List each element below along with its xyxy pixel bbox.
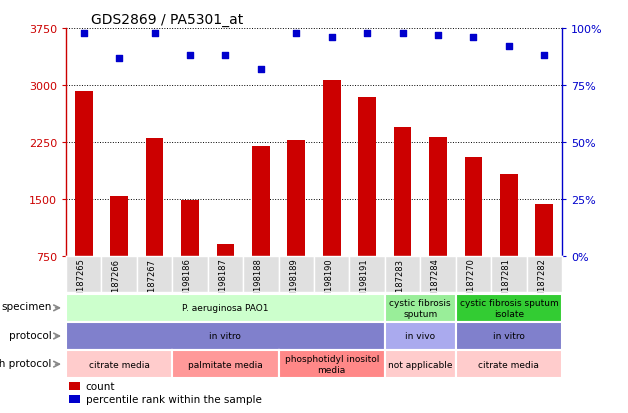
Point <box>220 53 230 59</box>
Point <box>291 30 301 37</box>
Text: citrate media: citrate media <box>479 360 539 369</box>
Text: GSM187282: GSM187282 <box>537 258 546 309</box>
Text: citrate media: citrate media <box>89 360 149 369</box>
Text: GSM187265: GSM187265 <box>77 258 85 309</box>
Text: in vivo: in vivo <box>405 332 435 341</box>
Bar <box>288 141 305 313</box>
Bar <box>500 175 517 313</box>
Text: GSM198189: GSM198189 <box>289 258 298 309</box>
Point <box>539 53 550 59</box>
Bar <box>68 395 80 403</box>
Text: GSM198186: GSM198186 <box>183 258 192 309</box>
Bar <box>359 98 376 313</box>
Text: cystic fibrosis sputum
isolate: cystic fibrosis sputum isolate <box>460 299 558 318</box>
Text: GSM198191: GSM198191 <box>360 258 369 309</box>
Point <box>256 66 266 73</box>
Bar <box>323 81 340 313</box>
Point <box>149 30 160 37</box>
Text: cystic fibrosis
sputum: cystic fibrosis sputum <box>389 299 451 318</box>
Text: GDS2869 / PA5301_at: GDS2869 / PA5301_at <box>91 12 243 26</box>
Text: GSM187281: GSM187281 <box>502 258 511 309</box>
Text: P. aeruginosa PAO1: P. aeruginosa PAO1 <box>182 304 269 313</box>
Text: GSM187284: GSM187284 <box>431 258 440 309</box>
Bar <box>536 204 553 313</box>
Point <box>114 55 124 62</box>
Point <box>185 53 195 59</box>
Text: not applicable: not applicable <box>388 360 453 369</box>
Bar <box>75 92 92 313</box>
Text: count: count <box>85 381 115 391</box>
Bar <box>146 139 163 313</box>
Point <box>504 44 514 50</box>
Point <box>398 30 408 37</box>
Point <box>362 30 372 37</box>
Text: GSM187270: GSM187270 <box>466 258 475 309</box>
Bar <box>181 201 199 313</box>
Bar <box>252 147 269 313</box>
Text: specimen: specimen <box>1 302 51 312</box>
Bar <box>111 197 128 313</box>
Text: GSM198190: GSM198190 <box>325 258 333 309</box>
Bar <box>465 158 482 313</box>
Text: GSM187267: GSM187267 <box>148 258 156 309</box>
Text: in vitro: in vitro <box>210 332 241 341</box>
Bar <box>217 244 234 313</box>
Text: GSM187266: GSM187266 <box>112 258 121 309</box>
Bar <box>68 382 80 390</box>
Text: GSM198187: GSM198187 <box>218 258 227 309</box>
Text: in vitro: in vitro <box>493 332 525 341</box>
Point <box>327 35 337 41</box>
Point <box>78 30 89 37</box>
Point <box>468 35 479 41</box>
Text: protocol: protocol <box>9 330 51 340</box>
Bar <box>429 138 447 313</box>
Text: palmitate media: palmitate media <box>188 360 263 369</box>
Text: GSM198188: GSM198188 <box>254 258 263 309</box>
Text: growth protocol: growth protocol <box>0 358 51 368</box>
Text: phosphotidyl inositol
media: phosphotidyl inositol media <box>284 355 379 374</box>
Point <box>433 32 443 39</box>
Text: percentile rank within the sample: percentile rank within the sample <box>85 394 262 404</box>
Bar <box>394 128 411 313</box>
Text: GSM187283: GSM187283 <box>396 258 404 309</box>
